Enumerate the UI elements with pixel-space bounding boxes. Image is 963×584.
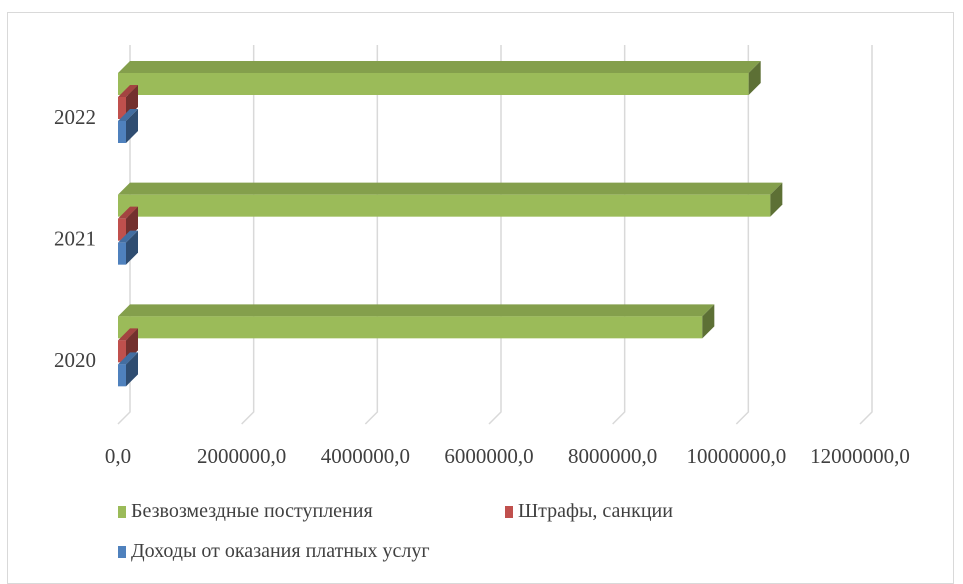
bar-top-face (118, 85, 138, 97)
legend-swatch-green (118, 505, 126, 518)
y-tick-label: 2020 (54, 348, 96, 372)
legend-label-grants: Безвозмездные поступления (131, 500, 373, 522)
bar-top-face (118, 304, 715, 317)
gridline (488, 45, 502, 425)
bar-top-face (118, 230, 138, 243)
bar-side-face (702, 304, 715, 339)
legend-swatch-blue (118, 545, 126, 558)
bar (118, 194, 771, 217)
bar (118, 121, 126, 143)
x-tick-label: 12000000,0 (810, 444, 910, 468)
bar (118, 218, 126, 241)
legend-item-grants: Безвозмездные поступления (118, 500, 373, 523)
x-tick-label: 0,0 (105, 444, 131, 468)
bar-side-face (770, 182, 783, 217)
bar-top-face (118, 328, 138, 341)
bar-side-face (748, 61, 761, 95)
gridline (241, 45, 255, 425)
legend-label-fines: Штрафы, санкции (518, 500, 673, 522)
bar-side-face (126, 230, 138, 265)
y-tick-label: 2022 (54, 105, 96, 129)
bar (118, 340, 126, 363)
gridline (117, 45, 131, 425)
bar (118, 97, 126, 119)
gridline (364, 45, 379, 425)
bar-side-face (126, 352, 138, 387)
x-tick-label: 6000000,0 (444, 444, 533, 468)
bar-top-face (118, 61, 761, 73)
bar (118, 364, 126, 387)
bar-top-face (118, 206, 138, 219)
gridline (735, 45, 750, 425)
legend-label-services: Доходы от оказания платных услуг (131, 540, 430, 562)
y-tick-label: 2021 (54, 227, 96, 251)
x-tick-label: 8000000,0 (568, 444, 657, 468)
gridline (612, 45, 626, 425)
legend-swatch-red (505, 505, 513, 518)
bar (118, 316, 703, 339)
x-tick-label: 10000000,0 (686, 444, 786, 468)
bar-side-face (126, 109, 138, 143)
bar-top-face (118, 352, 138, 365)
x-tick-label: 4000000,0 (321, 444, 410, 468)
legend-item-services: Доходы от оказания платных услуг (118, 540, 430, 563)
bar-top-face (118, 182, 783, 195)
chart-frame (7, 12, 954, 584)
bar (118, 242, 126, 265)
x-tick-label: 2000000,0 (197, 444, 286, 468)
bar-top-face (118, 109, 138, 121)
legend-item-fines: Штрафы, санкции (505, 500, 673, 523)
gridline (859, 45, 873, 425)
bar (118, 73, 749, 95)
